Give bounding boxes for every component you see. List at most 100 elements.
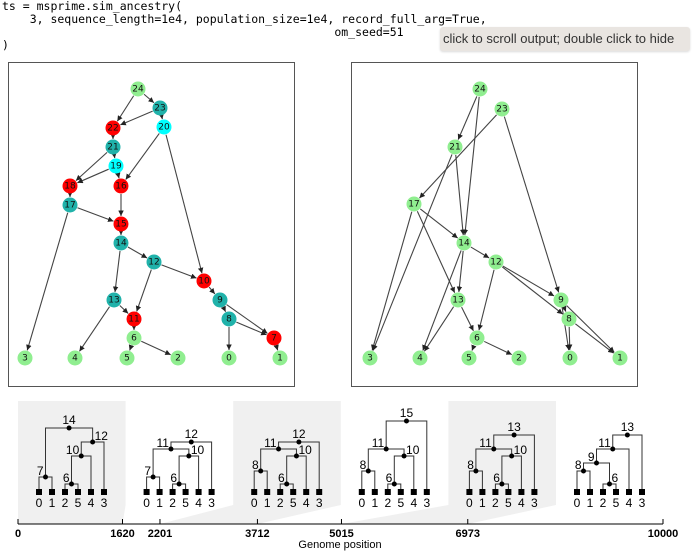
output-scroll-tooltip[interactable]: click to scroll output; double click to … (440, 27, 690, 51)
edge-6-5 (128, 344, 135, 351)
tree-sample-3 (639, 489, 645, 495)
axis-tick-label: 0 (15, 528, 21, 540)
node-label: 12 (148, 258, 159, 268)
node-label: 19 (110, 162, 122, 172)
tree-sample-5 (75, 489, 81, 495)
tree-node-6 (499, 481, 505, 487)
graph-node-9: 9 (212, 292, 228, 308)
node-label: 16 (115, 182, 127, 192)
tree-branch (406, 420, 428, 492)
tree-5: 0 1 8 2 56 4 10 11 3 13 (466, 420, 538, 510)
tree-sample-label: 4 (626, 496, 633, 510)
node-label: 8 (566, 315, 572, 325)
tree-node-label: 12 (292, 427, 306, 441)
node-label: 24 (474, 85, 486, 95)
tree-branch (576, 470, 584, 492)
tree-sample-label: 1 (156, 496, 163, 510)
edge-23-17 (419, 114, 497, 199)
edge-7-1 (273, 344, 279, 351)
node-label: 10 (198, 277, 210, 287)
graph-node-16: 16 (113, 178, 129, 194)
edge-21-3 (372, 154, 453, 351)
tree-node-8 (258, 468, 264, 474)
tree-branch (152, 448, 171, 477)
tree-sample-5 (613, 489, 619, 495)
tree-sample-label: 2 (492, 496, 499, 510)
graph-node-20: 20 (156, 119, 172, 135)
tree-sample-2 (384, 489, 391, 495)
node-label: 18 (64, 182, 76, 192)
node-label: 3 (22, 354, 28, 364)
tree-node-label: 11 (372, 436, 385, 450)
tree-node-label: 6 (386, 471, 393, 485)
tree-node-6 (607, 481, 612, 487)
graph-node-15: 15 (113, 216, 129, 232)
tree-node-6 (391, 481, 397, 487)
tree-node-label: 11 (264, 436, 277, 450)
tree-sample-3 (316, 489, 323, 495)
edge-6-5 (471, 344, 477, 351)
node-label: 9 (558, 296, 564, 306)
edge-14-13 (112, 250, 121, 293)
graph-node-1: 1 (612, 350, 628, 366)
graph-node-14: 14 (113, 235, 129, 251)
node-label: 13 (452, 296, 463, 306)
tree-branch (393, 455, 405, 484)
edge-9-8 (220, 305, 227, 313)
tree-node-10 (78, 453, 84, 459)
full-arg-graph-frame (8, 62, 295, 387)
tree-node-11 (610, 446, 616, 452)
tree-node-15 (403, 418, 409, 424)
graph-node-3: 3 (17, 350, 33, 366)
tree-node-label: 10 (406, 443, 420, 457)
axis-tick-label: 5015 (329, 528, 353, 540)
tree-shading (341, 401, 556, 524)
tree-sample-label: 3 (423, 496, 430, 510)
tree-node-label: 8 (360, 458, 367, 472)
tree-sample-label: 3 (101, 496, 108, 510)
edge-19-16 (115, 172, 121, 179)
tree-sample-4 (88, 489, 94, 495)
tree-node-label: 6 (63, 471, 70, 485)
edge-9-8 (561, 305, 567, 312)
edge-20-10 (165, 134, 204, 274)
graph-node-5: 5 (461, 350, 477, 366)
edge-14-13 (456, 250, 464, 293)
node-label: 14 (458, 239, 470, 249)
graph-node-7: 7 (266, 330, 282, 346)
tree-sample-label: 5 (182, 496, 189, 510)
tree-sample-label: 1 (587, 496, 594, 510)
tree-node-14 (66, 425, 72, 431)
node-label: 0 (226, 354, 232, 364)
tree-sample-label: 3 (639, 496, 646, 510)
node-label: 4 (72, 354, 78, 364)
tree-node-10 (509, 453, 515, 459)
tree-branch (170, 441, 192, 449)
edge-14-12 (470, 246, 490, 259)
node-label: 3 (367, 354, 373, 364)
edge-24-21 (457, 96, 478, 140)
tree-sample-label: 1 (49, 496, 56, 510)
tree-sample-2 (169, 489, 176, 495)
tree-node-label: 10 (514, 443, 528, 457)
tree-node-label: 8 (252, 458, 259, 472)
edge-8-1 (575, 323, 614, 354)
node-label: 20 (158, 123, 170, 133)
edge-23-20 (158, 113, 164, 120)
tree-branch (188, 455, 200, 492)
tree-sample-3 (531, 489, 538, 495)
tree-node-label: 11 (598, 436, 611, 450)
tree-sample-label: 5 (613, 496, 620, 510)
tree-sample-1 (371, 489, 378, 495)
tree-node-13 (511, 432, 517, 438)
edge-8-7 (236, 321, 267, 336)
tree-node-8 (473, 468, 479, 474)
node-label: 8 (226, 315, 232, 325)
graph-node-6: 6 (126, 330, 142, 346)
graph-node-12: 12 (146, 254, 162, 270)
axis-tick-label: 10000 (648, 528, 679, 540)
edge-9-1 (566, 305, 615, 353)
edge-6-2 (483, 340, 513, 356)
edge-13-4 (423, 306, 455, 352)
